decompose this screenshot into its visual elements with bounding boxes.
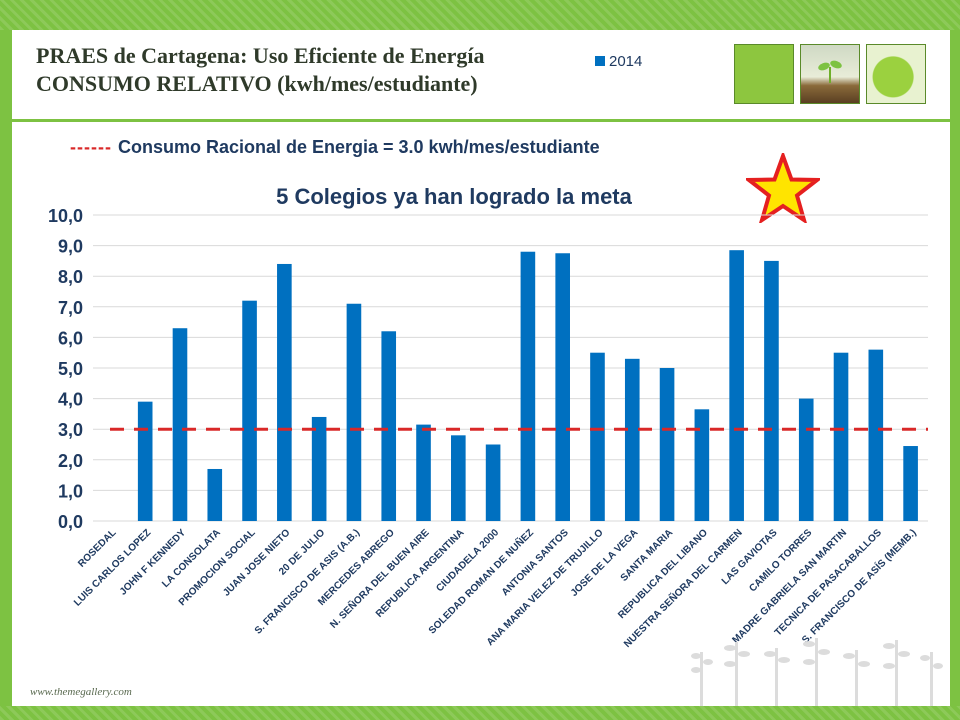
y-tick-label: 9,0 xyxy=(58,237,83,257)
bar xyxy=(624,358,640,521)
footer-url: www.themegallery.com xyxy=(30,686,132,698)
y-tick-label: 1,0 xyxy=(58,481,83,501)
consumption-bar-chart: 5 Colegios ya han logrado la meta 0,0 1,0… xyxy=(48,184,928,650)
bar xyxy=(137,401,153,521)
bar xyxy=(694,409,710,521)
green-thumbnail-image xyxy=(734,44,794,104)
left-decorative-band xyxy=(0,30,12,706)
bar xyxy=(242,300,257,521)
reference-line-legend: ------ Consumo Racional de Energia = 3.0 … xyxy=(70,137,600,158)
chart-bars xyxy=(137,250,918,521)
bar xyxy=(659,368,675,521)
x-tick-label: JOSE DE LA VEGA xyxy=(569,527,641,599)
bar xyxy=(729,250,744,521)
leaves-image xyxy=(866,44,926,104)
y-tick-label: 6,0 xyxy=(58,328,83,348)
y-tick-label: 0,0 xyxy=(58,512,83,532)
top-decorative-band xyxy=(0,0,960,30)
reference-legend-text: Consumo Racional de Energia = 3.0 kwh/me… xyxy=(117,137,600,157)
y-tick-label: 2,0 xyxy=(58,451,83,471)
y-tick-label: 8,0 xyxy=(58,267,83,287)
y-tick-label: 5,0 xyxy=(58,359,83,379)
bar xyxy=(172,328,188,521)
slide-title: PRAES de Cartagena: Uso Eficiente de Ene… xyxy=(36,42,485,98)
header-rule xyxy=(12,119,950,122)
seedling-soil-image xyxy=(800,44,860,104)
x-tick-label: JUAN JOSE NIETO xyxy=(221,527,292,598)
x-tick-label: JOHN F KENNEDY xyxy=(118,527,188,597)
chart-gridlines xyxy=(93,214,928,522)
bar xyxy=(485,444,501,521)
sprout-leaf-right xyxy=(829,59,843,70)
y-axis-ticks: 0,0 1,0 2,0 3,0 4,0 5,0 6,0 7,0 8,0 9,0 10,0 xyxy=(48,206,83,532)
bar xyxy=(277,263,292,521)
bar xyxy=(416,424,431,521)
chart-title: 5 Colegios ya han logrado la meta xyxy=(276,184,633,209)
sprout-stem xyxy=(829,67,831,83)
plant-silhouette-decoration xyxy=(691,638,943,706)
bar xyxy=(798,398,814,521)
right-decorative-band xyxy=(950,30,960,706)
reference-dash-marker: ------ xyxy=(70,137,112,157)
x-tick-label: CIUDADELA 2000 xyxy=(434,527,501,594)
slide-title-line2: CONSUMO RELATIVO (kwh/mes/estudiante) xyxy=(36,71,478,96)
slide-title-line1: PRAES de Cartagena: Uso Eficiente de Ene… xyxy=(36,43,485,68)
bar xyxy=(207,468,223,521)
bar xyxy=(590,352,605,521)
bar xyxy=(833,352,849,521)
bar xyxy=(555,253,570,521)
legend-label-2014: 2014 xyxy=(609,53,643,70)
x-tick-label: CAMILO TORRES xyxy=(747,527,814,594)
y-tick-label: 3,0 xyxy=(58,420,83,440)
bar xyxy=(764,260,779,521)
bar xyxy=(451,435,466,521)
x-tick-label: ANTONIA SANTOS xyxy=(500,527,571,598)
legend-swatch-2014 xyxy=(595,56,605,66)
star-icon xyxy=(746,153,820,223)
y-tick-label: 7,0 xyxy=(58,298,83,318)
bar xyxy=(346,303,362,521)
bar xyxy=(868,349,884,521)
chart-legend: 2014 xyxy=(595,53,642,70)
bottom-decorative-band xyxy=(0,706,960,720)
y-tick-label: 4,0 xyxy=(58,390,83,410)
y-tick-label: 10,0 xyxy=(48,206,83,226)
bar xyxy=(311,416,327,521)
bar xyxy=(520,251,536,521)
bar xyxy=(381,331,397,521)
bar xyxy=(903,446,918,521)
